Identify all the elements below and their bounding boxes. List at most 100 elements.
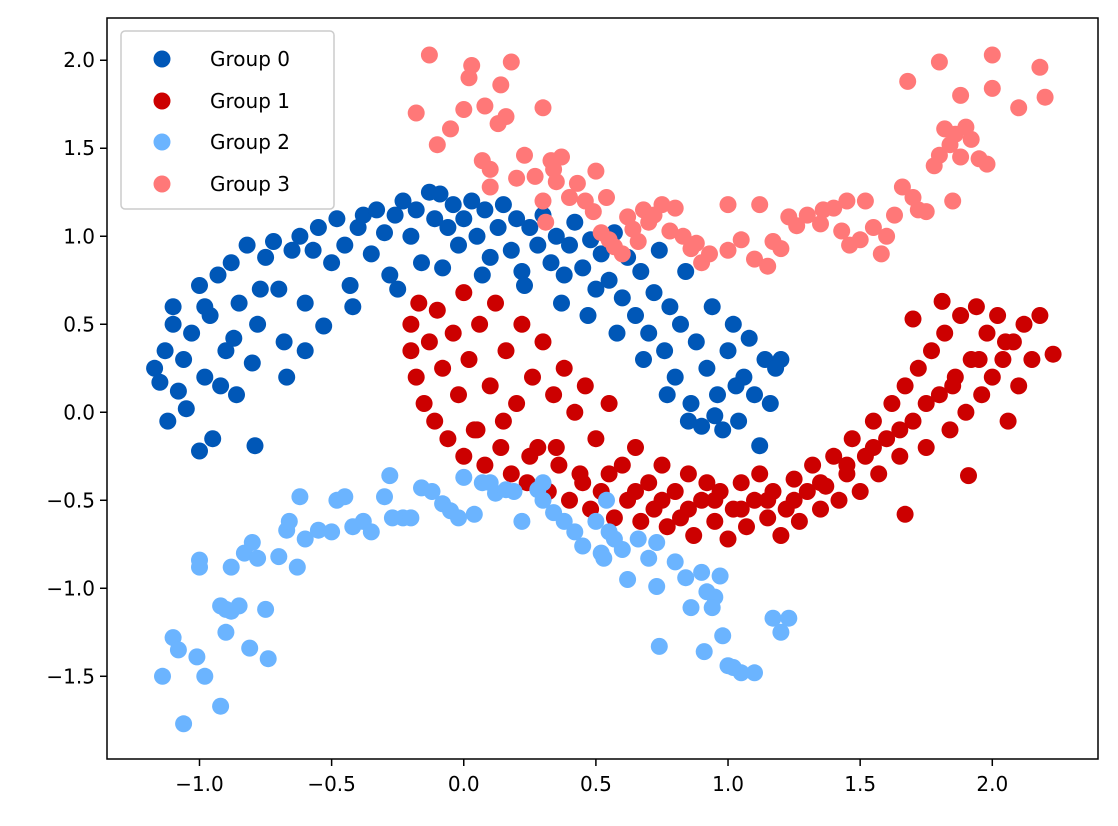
legend-marker-group-3 (153, 175, 171, 193)
point-group-3 (481, 160, 499, 178)
point-group-0 (394, 192, 412, 210)
point-group-3 (653, 196, 671, 214)
point-group-3 (732, 231, 750, 249)
point-group-2 (666, 553, 684, 571)
point-group-0 (627, 307, 644, 324)
point-group-3 (674, 227, 692, 245)
point-group-1 (550, 456, 568, 474)
point-group-0 (354, 206, 372, 224)
legend-marker-group-0 (153, 50, 171, 68)
point-group-1 (825, 447, 843, 465)
x-tick-label: −1.0 (175, 772, 224, 796)
point-group-1 (772, 527, 790, 544)
point-group-0 (473, 266, 491, 284)
point-group-2 (450, 509, 467, 527)
point-group-0 (508, 210, 526, 228)
legend-marker-group-1 (153, 92, 171, 110)
x-axis: −1.0 −0.5 0.0 0.5 1.0 1.5 2.0 (175, 759, 1008, 796)
point-group-3 (537, 213, 555, 231)
point-group-0 (574, 259, 592, 277)
point-group-0 (336, 236, 354, 254)
point-group-2 (648, 534, 666, 551)
point-group-0 (362, 245, 380, 263)
data-points (146, 46, 1062, 733)
point-group-0 (196, 298, 214, 316)
point-group-3 (909, 201, 927, 219)
point-group-2 (764, 609, 782, 627)
point-group-1 (555, 359, 573, 377)
point-group-0 (238, 236, 256, 254)
point-group-1 (497, 342, 515, 360)
y-axis: −1.5 −1.0 −0.5 0.0 0.5 1.0 1.5 2.0 (46, 48, 107, 688)
series-group-1 (402, 284, 1062, 548)
point-group-2 (362, 523, 380, 541)
point-group-3 (701, 245, 718, 263)
point-group-2 (566, 523, 584, 541)
point-group-2 (555, 512, 573, 530)
point-group-1 (706, 512, 724, 530)
point-group-0 (489, 219, 507, 236)
point-group-1 (970, 351, 988, 368)
legend-label-group-0: Group 0 (210, 47, 290, 71)
point-group-1 (989, 307, 1007, 324)
point-group-0 (156, 342, 174, 360)
point-group-2 (175, 715, 193, 733)
point-group-1 (785, 491, 803, 509)
point-group-1 (632, 512, 650, 530)
point-group-0 (381, 266, 399, 284)
point-group-3 (1036, 88, 1054, 106)
point-group-1 (521, 447, 539, 465)
point-group-0 (494, 196, 512, 214)
point-group-3 (952, 86, 970, 104)
point-group-3 (983, 46, 1001, 64)
point-group-2 (513, 512, 531, 530)
point-group-1 (983, 368, 1001, 386)
point-group-2 (711, 567, 729, 585)
point-group-2 (693, 563, 711, 581)
legend-box (120, 30, 335, 210)
point-group-1 (600, 395, 618, 412)
point-group-1 (904, 412, 922, 430)
point-group-0 (592, 245, 610, 263)
point-group-3 (814, 201, 832, 219)
point-group-2 (257, 600, 275, 618)
point-group-0 (257, 248, 275, 266)
legend-label-group-2: Group 2 (210, 130, 290, 154)
point-group-0 (183, 324, 201, 342)
point-group-2 (695, 643, 713, 661)
point-group-3 (886, 206, 903, 224)
point-group-3 (936, 120, 954, 138)
point-group-1 (561, 491, 578, 509)
point-group-1 (508, 395, 526, 412)
x-tick-label: 0.0 (448, 772, 480, 796)
point-group-1 (693, 491, 711, 509)
x-tick-label: −0.5 (307, 772, 356, 796)
point-group-3 (534, 99, 552, 117)
point-group-1 (851, 483, 869, 500)
point-group-0 (265, 233, 282, 250)
point-group-1 (759, 491, 777, 509)
point-group-1 (1010, 377, 1028, 395)
point-group-2 (249, 549, 267, 567)
point-group-3 (759, 257, 777, 275)
point-group-0 (296, 294, 314, 312)
point-group-1 (864, 439, 882, 456)
point-group-3 (899, 72, 917, 90)
point-group-1 (455, 447, 473, 465)
point-group-0 (476, 201, 494, 219)
point-group-0 (230, 294, 248, 312)
point-group-0 (502, 241, 520, 259)
point-group-3 (851, 231, 869, 249)
point-group-3 (872, 245, 890, 263)
point-group-3 (661, 222, 679, 240)
point-group-3 (587, 162, 605, 180)
point-group-0 (761, 395, 779, 412)
point-group-2 (280, 512, 298, 530)
point-group-1 (719, 530, 737, 548)
y-tick-label: 0.0 (63, 400, 95, 424)
point-group-1 (679, 465, 697, 483)
point-group-0 (413, 254, 430, 272)
point-group-0 (209, 266, 227, 284)
point-group-3 (526, 167, 544, 185)
